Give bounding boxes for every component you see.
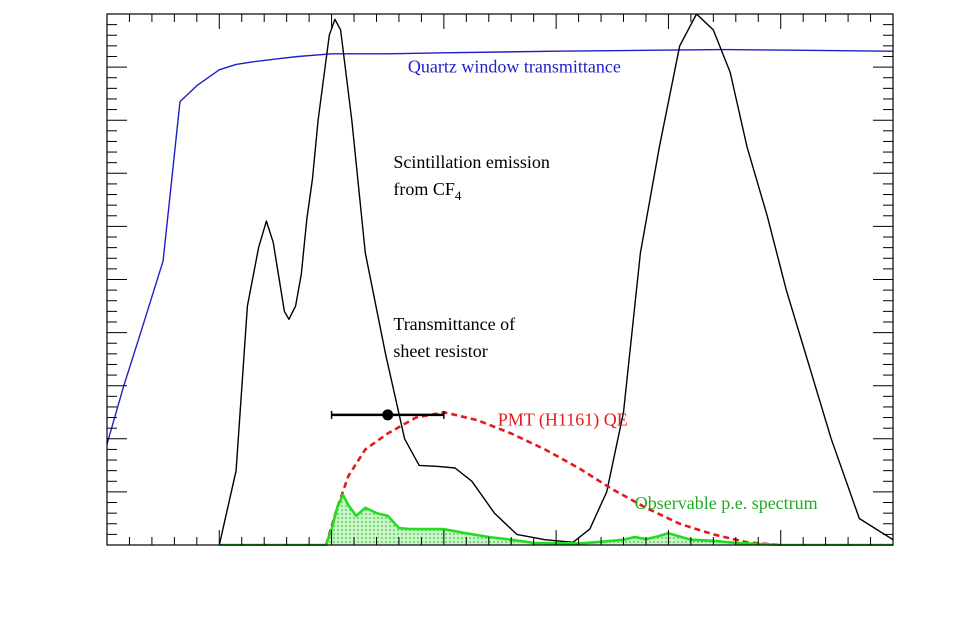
annotation-pe: Observable p.e. spectrum <box>635 493 818 513</box>
series-fill-area <box>219 494 894 545</box>
annotation-scint: Scintillation emission <box>393 152 550 172</box>
fill-layer <box>219 494 894 545</box>
annotation-resistor: sheet resistor <box>393 341 487 361</box>
plot-frame <box>106 13 894 546</box>
annotation-resistor: Transmittance of <box>393 314 515 334</box>
annotation-pmt: PMT (H1161) QE <box>498 410 628 431</box>
axes-layer <box>106 13 894 546</box>
series-line-2 <box>324 410 781 546</box>
series-line-0 <box>107 48 894 445</box>
marker-layer <box>330 409 445 421</box>
annotation-scint: from CF4 <box>393 179 462 203</box>
data-point-marker <box>382 409 394 421</box>
series-layer <box>107 14 894 546</box>
series-line-1 <box>218 14 894 546</box>
text-layer: Quartz window transmittance Scintillation… <box>393 56 817 512</box>
annotation-quartz: Quartz window transmittance <box>408 56 621 76</box>
